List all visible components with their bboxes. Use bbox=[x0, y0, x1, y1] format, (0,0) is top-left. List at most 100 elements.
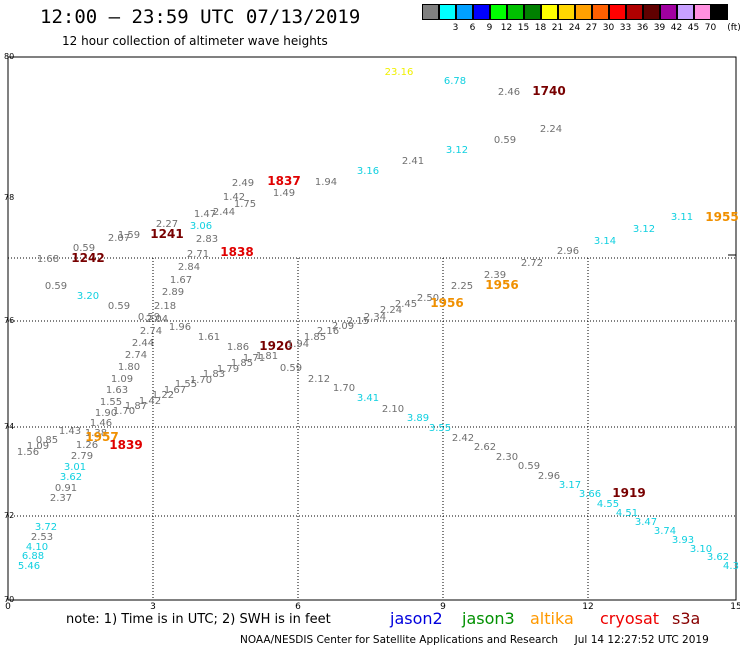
wave-height-label: 1.47 bbox=[194, 209, 216, 220]
wave-height-label: 2.07 bbox=[108, 233, 130, 244]
legend-swatch-label: 42 bbox=[670, 23, 683, 33]
wave-height-label: 2.96 bbox=[538, 471, 560, 482]
wave-height-label: 1.80 bbox=[118, 362, 140, 373]
legend-swatch-label: 15 bbox=[517, 23, 530, 33]
wave-height-label: 1.42 bbox=[223, 192, 245, 203]
wave-height-label: 1.55 bbox=[175, 379, 197, 390]
legend-swatch bbox=[490, 4, 507, 20]
legend-swatch-label: 70 bbox=[704, 23, 717, 33]
legend-swatch bbox=[626, 4, 643, 20]
pass-time-label: 1956 bbox=[430, 296, 463, 310]
x-tick-label: 0 bbox=[5, 602, 11, 612]
wave-height-label: 1.56 bbox=[17, 447, 39, 458]
legend-swatch bbox=[694, 4, 711, 20]
wave-height-label: 2.53 bbox=[31, 532, 53, 543]
legend-altika: altika bbox=[530, 609, 574, 628]
wave-height-label: 1.38 bbox=[85, 428, 107, 439]
legend-swatch-label: 45 bbox=[687, 23, 700, 33]
wave-height-label: 1.59 bbox=[118, 230, 140, 241]
pass-time-label: 1955 bbox=[705, 210, 738, 224]
wave-height-label: 2.49 bbox=[232, 178, 254, 189]
legend-swatch-label: 3 bbox=[452, 23, 459, 33]
wave-height-label: 1.68 bbox=[37, 254, 59, 265]
wave-height-label: 2.50 bbox=[417, 293, 439, 304]
legend-swatch bbox=[473, 4, 490, 20]
wave-height-label: 1.67 bbox=[164, 385, 186, 396]
wave-height-label: 2.72 bbox=[521, 258, 543, 269]
legend-swatch-label: 18 bbox=[534, 23, 547, 33]
wave-height-label: 2.44 bbox=[132, 338, 154, 349]
wave-height-label: 4.10 bbox=[26, 542, 48, 553]
wave-height-label: 2.30 bbox=[496, 452, 518, 463]
wave-height-label: 1.90 bbox=[95, 408, 117, 419]
wave-height-label: 1.71 bbox=[243, 353, 265, 364]
legend-swatch bbox=[507, 4, 524, 20]
x-tick-label: 12 bbox=[582, 602, 593, 612]
y-tick-label: 74 bbox=[4, 422, 14, 431]
y-tick-label: 70 bbox=[4, 595, 14, 604]
pass-time-label: 1837 bbox=[267, 174, 300, 188]
wave-height-label: 1.09 bbox=[111, 374, 133, 385]
wave-height-label: 2.18 bbox=[154, 301, 176, 312]
wave-height-label: 1.70 bbox=[333, 383, 355, 394]
legend-swatch bbox=[609, 4, 626, 20]
pass-time-label: 1957 bbox=[85, 430, 118, 444]
wave-height-label: 2.15 bbox=[347, 316, 369, 327]
legend-swatch-label: 12 bbox=[500, 23, 513, 33]
x-tick-label: 9 bbox=[440, 602, 446, 612]
wave-height-label: 2.89 bbox=[162, 287, 184, 298]
wave-height-label: 3.10 bbox=[690, 544, 712, 555]
wave-height-label: 3.12 bbox=[446, 145, 468, 156]
pass-time-label: 1920 bbox=[259, 339, 292, 353]
legend-jason2: jason2 bbox=[390, 609, 443, 628]
footer-credit: NOAA/NESDIS Center for Satellite Applica… bbox=[240, 634, 709, 646]
wave-height-label: 2.16 bbox=[317, 326, 339, 337]
wave-height-label: 0.59 bbox=[138, 312, 160, 323]
wave-height-label: 2.74 bbox=[140, 326, 162, 337]
wave-height-label: 3.41 bbox=[357, 393, 379, 404]
wave-height-label: 2.62 bbox=[474, 442, 496, 453]
wave-height-label: 2.10 bbox=[382, 404, 404, 415]
wave-height-label: 1.85 bbox=[304, 332, 326, 343]
wave-height-label: 2.45 bbox=[395, 299, 417, 310]
pass-time-label: 1919 bbox=[612, 486, 645, 500]
wave-height-label: 1.26 bbox=[76, 440, 98, 451]
y-tick-label: 78 bbox=[4, 193, 14, 202]
legend-s3a: s3a bbox=[672, 609, 701, 628]
wave-height-label: 4.3 bbox=[723, 561, 739, 572]
wave-height-label: 2.79 bbox=[71, 451, 93, 462]
wave-height-label: 4.51 bbox=[616, 508, 638, 519]
pass-time-label: 1956 bbox=[485, 278, 518, 292]
axis-tick-labels: 0 3 6 9 12 15 80 78 76 74 72 70 bbox=[4, 52, 740, 612]
wave-height-label: 1.85 bbox=[231, 358, 253, 369]
legend-swatch-label: 9 bbox=[486, 23, 493, 33]
wave-height-label: 1.96 bbox=[169, 322, 191, 333]
wave-height-label: 3.62 bbox=[707, 552, 729, 563]
wave-height-label: 1.87 bbox=[125, 401, 147, 412]
wave-height-label: 1.49 bbox=[273, 188, 295, 199]
pass-time-label: 1740 bbox=[532, 84, 565, 98]
wave-height-label: 2.83 bbox=[196, 234, 218, 245]
wave-height-label: 6.88 bbox=[22, 551, 44, 562]
wave-height-label: 2.41 bbox=[402, 156, 424, 167]
wave-height-label: 0.59 bbox=[108, 301, 130, 312]
legend-swatch bbox=[541, 4, 558, 20]
wave-height-label: 1.94 bbox=[287, 339, 309, 350]
legend-swatch bbox=[524, 4, 541, 20]
wave-height-label: 3.12 bbox=[633, 224, 655, 235]
wave-height-label: 1.63 bbox=[106, 385, 128, 396]
wave-height-label: 1.09 bbox=[27, 441, 49, 452]
wave-height-label: 2.46 bbox=[498, 87, 520, 98]
wave-height-label: 1.67 bbox=[170, 275, 192, 286]
legend-swatch-label: 30 bbox=[602, 23, 615, 33]
wave-height-label: 3.93 bbox=[672, 535, 694, 546]
legend-unit-label: (ft) bbox=[727, 23, 740, 33]
wave-height-label: 1.86 bbox=[227, 342, 249, 353]
legend-swatch bbox=[660, 4, 677, 20]
wave-height-label: 3.14 bbox=[594, 236, 616, 247]
y-tick-label: 72 bbox=[4, 511, 14, 520]
wave-height-label: 3.62 bbox=[60, 472, 82, 483]
wave-height-label: 3.20 bbox=[77, 291, 99, 302]
note-text: note: 1) Time is in UTC; 2) SWH is in fe… bbox=[66, 612, 331, 627]
